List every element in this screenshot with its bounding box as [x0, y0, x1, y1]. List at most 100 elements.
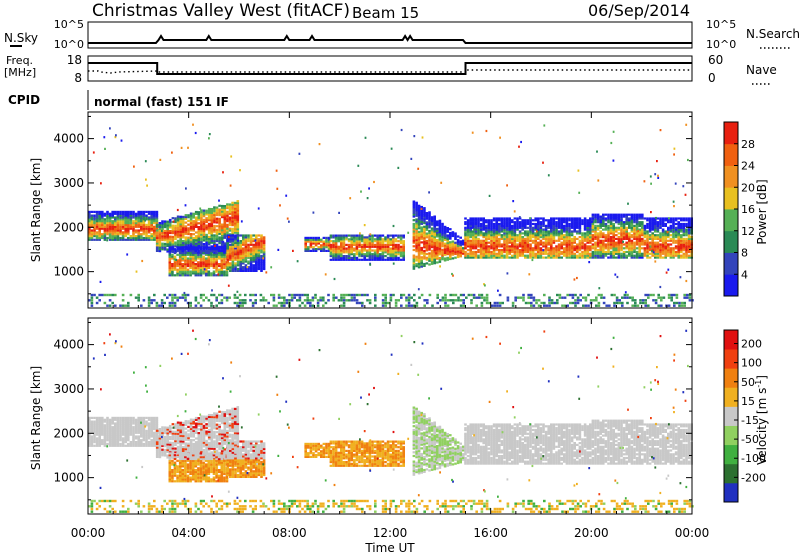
power-cell	[366, 253, 369, 256]
power-cell	[596, 254, 600, 257]
power-cell	[415, 227, 418, 230]
power-cell	[223, 274, 226, 277]
power-cell	[529, 221, 532, 224]
power-cell	[220, 264, 224, 268]
power-cell	[239, 260, 242, 263]
power-cell	[454, 249, 457, 252]
power-cell	[355, 241, 359, 245]
power-cell	[635, 236, 639, 239]
power-cell	[638, 245, 641, 248]
power-cell	[591, 230, 595, 233]
power-cell	[244, 249, 248, 252]
power-cell	[137, 238, 140, 241]
power-cell	[560, 228, 563, 231]
power-cell	[452, 301, 455, 305]
power-cell	[252, 245, 255, 248]
power-cell	[381, 241, 385, 245]
power-cell	[202, 261, 205, 264]
power-cell	[158, 231, 162, 234]
power-cell	[257, 240, 261, 243]
power-cell	[158, 223, 162, 227]
power-cell	[100, 182, 102, 185]
power-cell	[531, 250, 535, 254]
power-cell	[163, 237, 167, 240]
power-cell	[286, 217, 289, 220]
power-cell	[392, 255, 395, 258]
power-cell	[628, 296, 632, 299]
power-cell	[329, 245, 333, 248]
power-cell	[98, 210, 101, 213]
power-cell	[225, 272, 229, 275]
power-cell	[425, 236, 429, 239]
power-cell	[181, 243, 185, 246]
power-cell	[557, 234, 561, 237]
power-cell	[353, 299, 356, 302]
power-cell	[633, 256, 636, 259]
power-cell	[304, 236, 307, 239]
power-cell	[239, 256, 242, 259]
power-cell	[202, 299, 205, 302]
power-cell	[127, 214, 130, 217]
power-cell	[609, 250, 613, 254]
velocity-cell	[93, 441, 96, 444]
power-cell	[229, 245, 232, 248]
power-cell	[678, 301, 681, 305]
power-cell	[210, 228, 214, 231]
power-cell	[226, 236, 229, 239]
power-cell	[223, 216, 227, 219]
power-cell	[472, 222, 475, 226]
power-cell	[233, 218, 237, 221]
power-cell	[444, 296, 447, 299]
power-cell	[607, 252, 610, 255]
power-cell	[233, 214, 237, 218]
power-cell	[591, 215, 595, 218]
power-cell	[617, 250, 621, 254]
power-cell	[260, 260, 263, 263]
power-cell	[508, 234, 511, 237]
power-cell	[236, 241, 240, 244]
power-cell	[242, 240, 245, 243]
cpid-label: CPID	[8, 93, 40, 107]
power-cell	[474, 243, 478, 246]
power-cell	[213, 206, 216, 209]
power-cell	[423, 257, 426, 260]
power-cell	[220, 212, 224, 215]
power-cell	[220, 253, 224, 256]
power-cell	[228, 216, 232, 219]
power-cell	[477, 232, 480, 235]
power-cell	[119, 218, 122, 221]
power-cell	[524, 243, 527, 246]
power-cell	[342, 236, 346, 239]
power-cell	[296, 299, 299, 302]
power-cell	[620, 241, 623, 244]
power-cell	[534, 219, 537, 222]
power-cell	[503, 217, 506, 220]
power-cell	[485, 245, 488, 248]
power-cell	[433, 234, 436, 237]
power-cell	[358, 238, 361, 241]
power-cell	[394, 304, 398, 307]
power-cell	[384, 296, 387, 299]
power-cell	[628, 243, 631, 246]
power-cell	[306, 296, 309, 299]
power-cell	[508, 222, 511, 226]
power-cell	[220, 229, 224, 232]
power-cell	[124, 216, 127, 219]
power-cell	[586, 221, 589, 224]
power-cell	[236, 229, 240, 233]
power-cell	[342, 304, 346, 307]
power-cell	[531, 226, 535, 229]
power-cell	[661, 245, 665, 248]
power-cell	[511, 239, 514, 242]
power-cell	[677, 236, 680, 239]
power-cell	[529, 234, 532, 237]
power-cell	[204, 272, 208, 275]
power-cell	[247, 240, 250, 243]
power-cell	[630, 239, 634, 242]
power-cell	[687, 219, 691, 222]
power-cell	[205, 220, 208, 223]
power-cell	[550, 234, 553, 237]
power-cell	[667, 296, 671, 299]
power-cell	[207, 259, 211, 262]
power-cell	[108, 223, 112, 226]
